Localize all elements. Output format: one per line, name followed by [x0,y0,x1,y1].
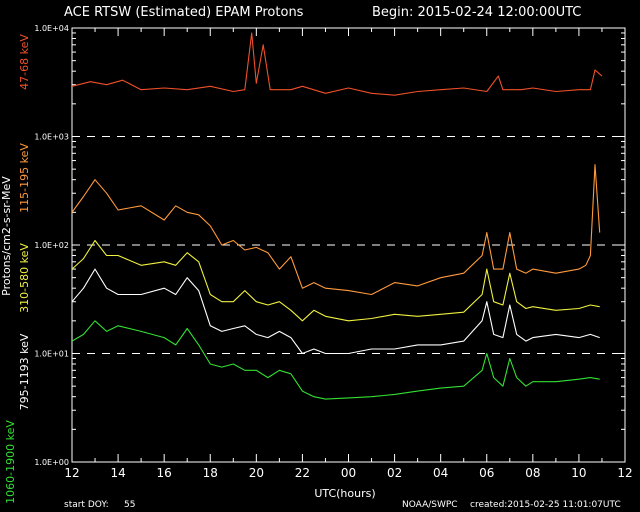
x-tick-label: 18 [203,466,218,480]
credit-label: NOAA/SWPC [402,500,458,510]
series-labels: 47-68 keV 115-195 keV 310-580 keV 795-1193 … [4,34,31,504]
x-tick-label: 20 [249,466,264,480]
series-line-1 [71,164,601,296]
series-label-4: 1060-1900 keV [4,420,17,504]
x-tick-label: 10 [571,466,586,480]
x-tick-label: 22 [295,466,310,480]
start-doy-value: 55 [124,500,135,510]
series-line-4 [71,320,600,400]
series-label-2: 310-580 keV [18,243,31,313]
x-tick-label: 14 [110,466,125,480]
x-tick-label: 12 [64,466,79,480]
y-axis-label: Protons/cm2-s-sr-MeV [0,176,13,296]
plot-frame: 1.0E+00 1.0E+01 1.0E+02 1.0E+03 1.0E+04 12 14 1… [34,24,632,480]
series-line-2 [71,239,600,322]
x-axis-label: UTC(hours) [314,487,375,500]
x-tick-label: 12 [617,466,632,480]
series-line-3 [71,268,600,355]
y-tick-label: 1.0E+03 [34,133,69,142]
series-layer [71,32,603,400]
series-label-1: 115-195 keV [18,143,31,213]
x-tick-label: 04 [433,466,448,480]
y-tick-label: 1.0E+01 [34,350,69,359]
x-tick-label: 00 [341,466,356,480]
start-doy-label: start DOY: [64,500,109,510]
x-tick-label: 16 [157,466,172,480]
begin-label: Begin: 2015-02-24 12:00:00UTC [372,5,581,20]
series-label-0: 47-68 keV [18,34,31,90]
x-tick-label: 02 [387,466,402,480]
y-tick-label: 1.0E+04 [34,24,69,33]
series-label-3: 795-1193 keV [18,333,31,410]
x-tick-label: 06 [479,466,494,480]
created-label: created:2015-02-25 11:01:07UTC [470,500,621,510]
chart-title: ACE RTSW (Estimated) EPAM Protons [64,5,304,20]
y-tick-label: 1.0E+02 [34,241,69,250]
y-tick-label: 1.0E+00 [34,458,69,467]
series-line-0 [71,32,603,96]
x-tick-label: 08 [525,466,540,480]
